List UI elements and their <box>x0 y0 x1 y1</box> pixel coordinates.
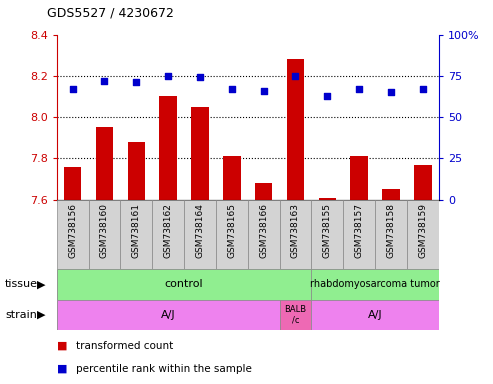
Text: ▶: ▶ <box>37 279 45 289</box>
Bar <box>414 165 431 200</box>
Bar <box>120 200 152 269</box>
Text: strain: strain <box>5 310 37 320</box>
Bar <box>318 198 336 200</box>
Point <box>291 73 299 79</box>
Point <box>101 78 108 84</box>
Point <box>419 86 427 92</box>
Text: ■: ■ <box>57 341 67 351</box>
Point <box>228 86 236 92</box>
Point <box>132 79 140 86</box>
Bar <box>89 200 120 269</box>
Point <box>355 86 363 92</box>
Bar <box>312 200 343 269</box>
Text: A/J: A/J <box>368 310 383 320</box>
Text: BALB
/c: BALB /c <box>284 305 307 324</box>
Point <box>387 89 395 95</box>
Text: ■: ■ <box>57 364 67 374</box>
Point <box>69 86 76 92</box>
Text: GSM738157: GSM738157 <box>354 203 364 258</box>
Bar <box>280 300 312 330</box>
Text: GSM738160: GSM738160 <box>100 203 109 258</box>
Bar <box>57 269 312 300</box>
Bar <box>382 189 400 200</box>
Bar <box>57 300 280 330</box>
Point <box>164 73 172 79</box>
Bar <box>407 200 439 269</box>
Bar <box>191 107 209 200</box>
Bar <box>255 183 273 200</box>
Text: tissue: tissue <box>5 279 38 289</box>
Bar <box>280 200 312 269</box>
Point <box>260 88 268 94</box>
Text: rhabdomyosarcoma tumor: rhabdomyosarcoma tumor <box>310 279 440 289</box>
Text: GSM738159: GSM738159 <box>419 203 427 258</box>
Bar <box>57 200 89 269</box>
Text: percentile rank within the sample: percentile rank within the sample <box>76 364 252 374</box>
Bar <box>312 269 439 300</box>
Bar <box>343 200 375 269</box>
Text: ▶: ▶ <box>37 310 45 320</box>
Bar <box>64 167 81 200</box>
Text: GSM738163: GSM738163 <box>291 203 300 258</box>
Text: A/J: A/J <box>161 310 176 320</box>
Text: control: control <box>165 279 204 289</box>
Bar <box>152 200 184 269</box>
Text: GSM738156: GSM738156 <box>68 203 77 258</box>
Bar <box>128 142 145 200</box>
Bar <box>184 200 216 269</box>
Bar <box>223 156 241 200</box>
Text: GDS5527 / 4230672: GDS5527 / 4230672 <box>47 6 174 19</box>
Text: GSM738162: GSM738162 <box>164 203 173 258</box>
Text: GSM738155: GSM738155 <box>323 203 332 258</box>
Text: GSM738164: GSM738164 <box>195 203 205 258</box>
Bar <box>375 200 407 269</box>
Bar <box>312 300 439 330</box>
Bar <box>351 156 368 200</box>
Text: GSM738165: GSM738165 <box>227 203 236 258</box>
Text: GSM738166: GSM738166 <box>259 203 268 258</box>
Text: GSM738158: GSM738158 <box>387 203 395 258</box>
Bar <box>159 96 177 200</box>
Bar <box>96 127 113 200</box>
Bar <box>247 200 280 269</box>
Bar <box>216 200 247 269</box>
Text: transformed count: transformed count <box>76 341 174 351</box>
Text: GSM738161: GSM738161 <box>132 203 141 258</box>
Bar <box>287 59 304 200</box>
Point <box>323 93 331 99</box>
Point <box>196 74 204 81</box>
